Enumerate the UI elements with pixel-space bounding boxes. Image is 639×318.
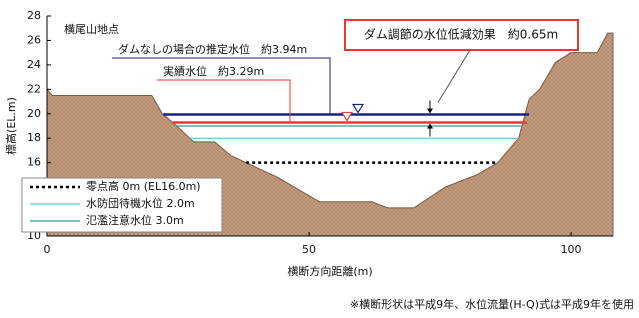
x-tick-label: 0	[44, 243, 51, 256]
water-mark	[351, 103, 365, 114]
callout-leader	[437, 49, 471, 103]
x-tick-label: 50	[302, 243, 316, 256]
y-tick-label: 28	[27, 9, 41, 22]
y-tick-label: 20	[27, 107, 41, 120]
x-tick-label: 100	[561, 243, 582, 256]
legend-label: 氾濫注意水位 3.0m	[86, 213, 184, 227]
annotation-text: 実績水位 約3.29m	[163, 64, 264, 78]
x-axis-label: 横断方向距離(m)	[287, 264, 372, 278]
leader-line	[112, 57, 331, 115]
legend-box	[21, 177, 223, 233]
legend-label: 零点高 0m (EL16.0m)	[86, 179, 201, 193]
footnote: ※横断形状は平成9年、水位流量(H-Q)式は平成9年を使用	[350, 297, 634, 311]
legend-label: 水防団待機水位 2.0m	[86, 196, 195, 210]
water-mark	[340, 111, 354, 122]
y-axis-label: 標高(EL.m)	[4, 97, 18, 155]
y-tick-label: 26	[27, 33, 41, 46]
y-tick-label: 18	[27, 131, 41, 144]
y-tick-label: 22	[27, 82, 41, 95]
y-tick-label: 16	[27, 156, 41, 169]
callout-box	[344, 19, 579, 51]
y-tick-label: 24	[27, 58, 41, 71]
arrow-head	[427, 108, 433, 114]
arrow-head	[427, 123, 433, 129]
annotation-text: ダムなしの場合の推定水位 約3.94m	[118, 42, 307, 56]
callout-text: ダム調節の水位低減効果 約0.65m	[364, 27, 558, 42]
leader-line	[157, 79, 291, 123]
chart-title: 横尾山地点	[64, 22, 119, 36]
